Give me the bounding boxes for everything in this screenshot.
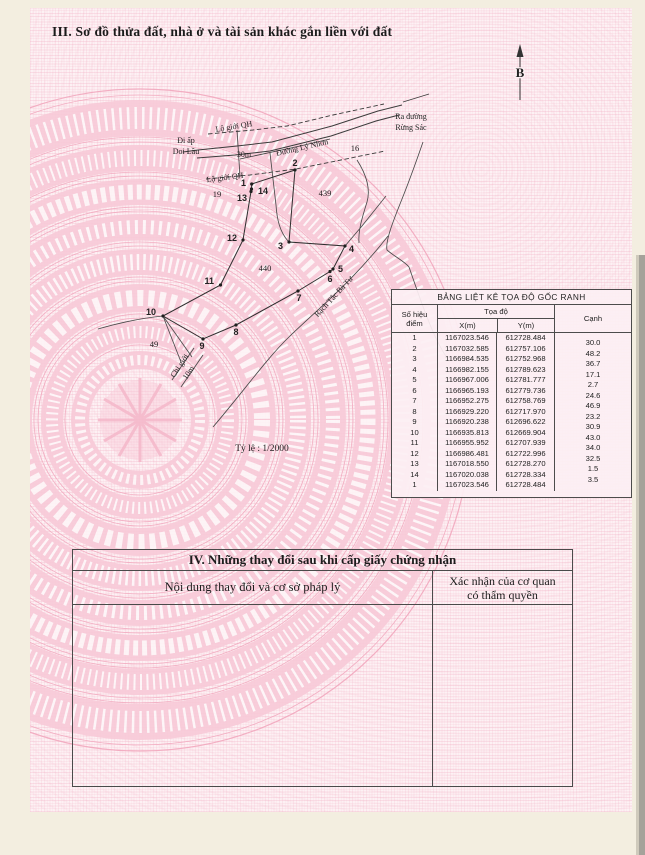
column-header-point-line2: điểm (406, 318, 423, 328)
section-iv-left-cell (73, 605, 433, 786)
column-header-coordinates: Tọa độ (438, 305, 554, 319)
section-iv-right-cell (433, 605, 572, 786)
table-row: 6 1166965.193 612779.736 24.6 (392, 385, 631, 400)
scan-edge-shadow (636, 255, 639, 855)
column-header-edge: Cạnh (583, 314, 603, 323)
section-iv-right-header-line2: có thẩm quyền (467, 587, 538, 602)
table-row: 7 1166952.275 612758.769 46.9 (392, 396, 631, 410)
section-iv-title: IV. Những thay đổi sau khi cấp giấy chứn… (73, 550, 572, 571)
table-row: 8 1166929.220 612717.970 23.2 (392, 406, 631, 421)
section-iv-right-header: Xác nhận của cơ quan có thẩm quyền (433, 571, 572, 604)
section-iii-title: III. Sơ đồ thửa đất, nhà ở và tài sản kh… (52, 24, 393, 39)
table-row: 14 1167020.038 612728.334 3.5 (392, 469, 631, 484)
table-row: 9 1166920.238 612696.622 30.9 (392, 417, 631, 431)
table-row: 13 1167018.550 612728.270 1.5 (392, 459, 631, 473)
table-row: 1 1167023.546 612728.484 (392, 480, 631, 491)
table-row: 5 1166967.006 612781.777 2.7 (392, 375, 631, 389)
column-header-y: Y(m) (497, 319, 554, 332)
table-row: 2 1167032.585 612757.106 48.2 (392, 343, 631, 358)
coordinate-table-body: 1 1167023.546 612728.484 30.0 2 1167032.585 6… (392, 333, 631, 497)
column-header-point-line1: Số hiệu (401, 309, 428, 319)
column-header-x: X(m) (459, 321, 476, 330)
coordinate-table-header: Số hiệu điểm Tọa độ X(m) Y(m) Cạnh (392, 305, 631, 333)
coordinate-table-title: BẢNG LIỆT KÊ TỌA ĐỘ GỐC RANH (392, 290, 631, 305)
column-header-point: Số hiệu điểm (392, 305, 438, 332)
section-iv-right-header-line1: Xác nhận của cơ quan (449, 573, 556, 588)
section-iv-table: IV. Những thay đổi sau khi cấp giấy chứn… (72, 549, 573, 787)
table-row: 12 1166986.481 612722.996 32.5 (392, 448, 631, 463)
table-row: 1 1167023.546 612728.484 30.0 (392, 333, 631, 347)
coordinate-table: BẢNG LIỆT KÊ TỌA ĐỘ GỐC RANH Số hiệu điể… (391, 289, 632, 498)
section-iv-left-header: Nội dung thay đổi và cơ sở pháp lý (73, 571, 433, 604)
table-row: 10 1166935.813 612669.904 43.0 (392, 427, 631, 442)
table-row: 3 1166984.535 612752.968 36.7 (392, 354, 631, 368)
scan-edge-shadow (639, 255, 645, 855)
table-row: 4 1166982.155 612789.623 17.1 (392, 364, 631, 379)
table-row: 11 1166955.952 612707.939 34.0 (392, 438, 631, 452)
